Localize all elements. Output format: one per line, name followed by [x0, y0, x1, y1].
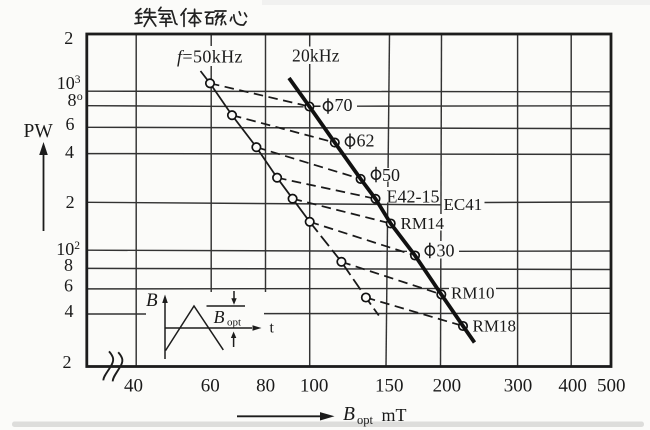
- svg-text:B: B: [146, 290, 158, 311]
- svg-text:f=50kHz: f=50kHz: [177, 46, 243, 66]
- svg-text:8: 8: [68, 90, 77, 110]
- svg-text:2: 2: [64, 28, 73, 48]
- svg-text:RM14: RM14: [401, 214, 445, 233]
- svg-text:40: 40: [124, 375, 143, 396]
- svg-text:PW: PW: [24, 121, 54, 142]
- svg-text:o: o: [77, 89, 83, 103]
- svg-text:50: 50: [382, 165, 400, 185]
- svg-text:200: 200: [433, 375, 462, 396]
- svg-text:150: 150: [375, 375, 404, 396]
- svg-text:2: 2: [66, 192, 75, 212]
- svg-text:EC41: EC41: [444, 195, 483, 214]
- svg-text:400: 400: [558, 375, 587, 396]
- svg-text:4: 4: [65, 301, 74, 321]
- svg-text:E42-15: E42-15: [387, 186, 440, 206]
- svg-text:500: 500: [597, 375, 626, 396]
- svg-text:60: 60: [201, 375, 220, 396]
- svg-text:6: 6: [64, 276, 73, 296]
- svg-text:B: B: [343, 404, 355, 425]
- svg-text:20kHz: 20kHz: [292, 46, 340, 66]
- svg-text:100: 100: [300, 375, 329, 396]
- svg-text:300: 300: [504, 375, 533, 396]
- svg-text:80: 80: [256, 375, 275, 396]
- svg-text:6: 6: [66, 114, 75, 134]
- svg-text:2: 2: [63, 352, 72, 372]
- svg-text:70: 70: [335, 95, 353, 115]
- svg-text:opt: opt: [227, 317, 241, 329]
- svg-text:mT: mT: [382, 405, 407, 425]
- svg-text:62: 62: [357, 130, 375, 150]
- svg-text:8: 8: [64, 255, 73, 275]
- svg-text:RM10: RM10: [451, 283, 494, 302]
- svg-text:4: 4: [65, 142, 74, 162]
- svg-text:30: 30: [437, 240, 455, 260]
- svg-text:RM18: RM18: [473, 317, 516, 336]
- svg-text:B: B: [214, 307, 225, 327]
- svg-text:t: t: [270, 319, 275, 336]
- svg-text:opt: opt: [357, 413, 374, 427]
